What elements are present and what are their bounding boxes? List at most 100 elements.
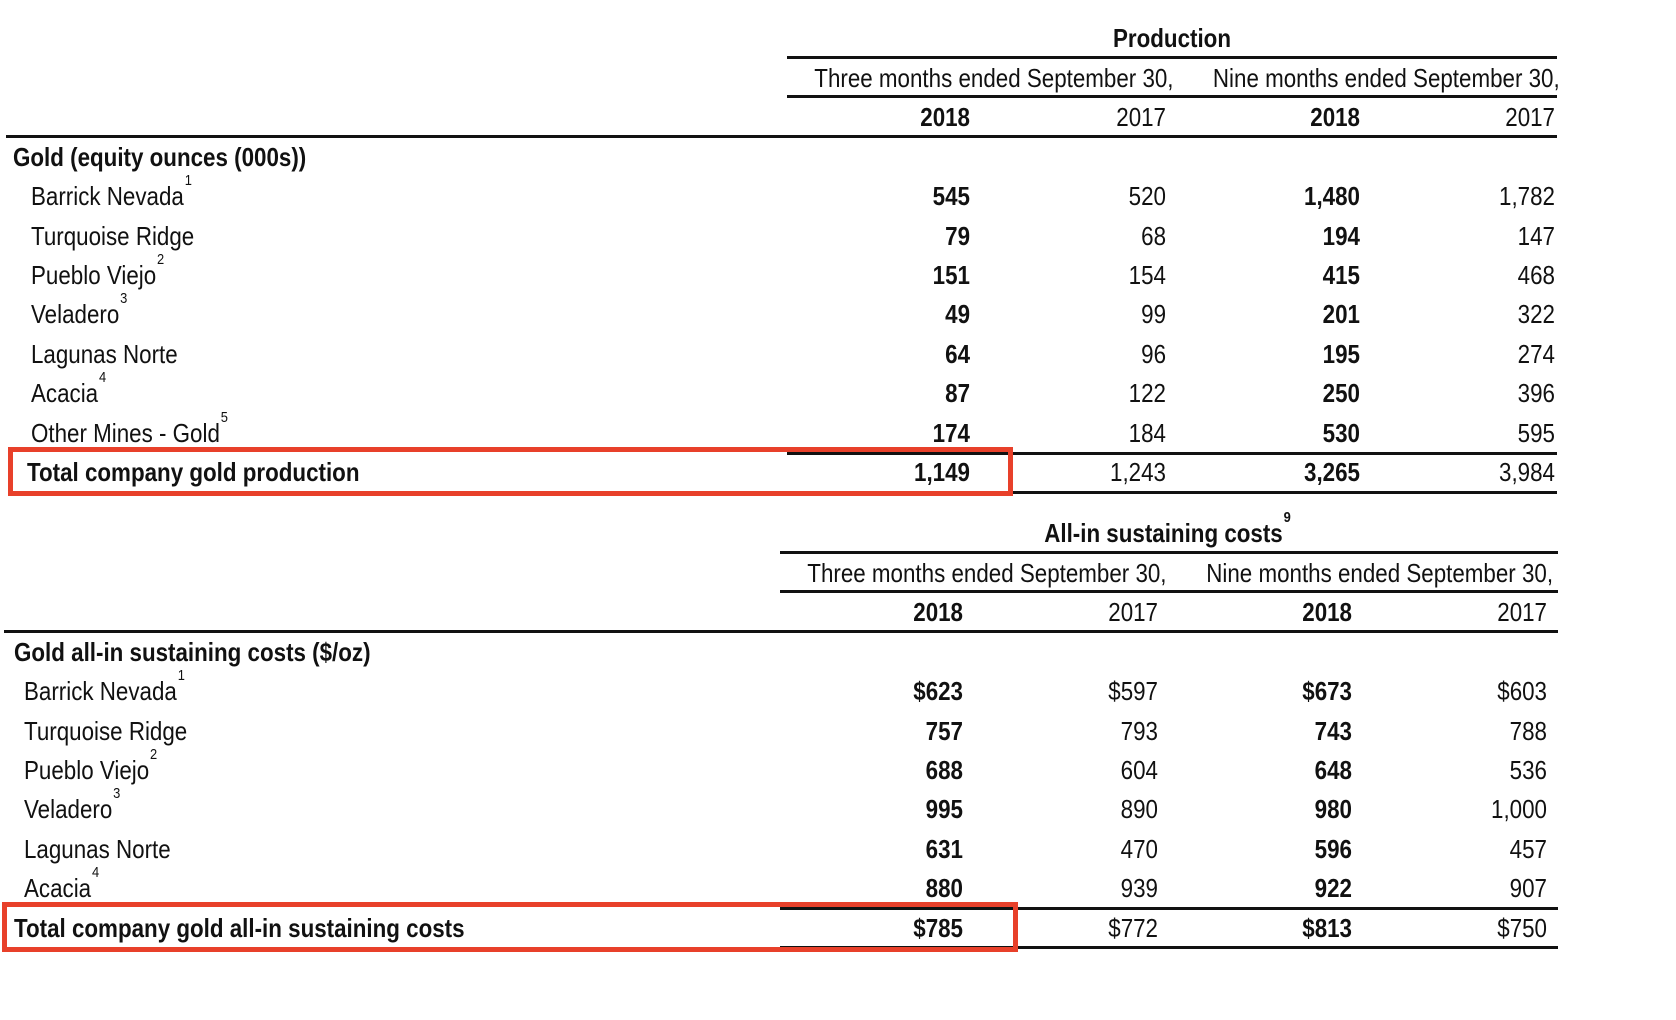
cell-ytd-2017: 595 — [1517, 418, 1555, 448]
cell-q3-2017: 122 — [1128, 378, 1166, 408]
total-label: Total company gold all-in sustaining cos… — [14, 913, 465, 943]
footnote-marker: 1 — [177, 667, 185, 684]
cell-q3-2017: 939 — [1120, 873, 1158, 903]
row-label: Acacia4 — [24, 864, 100, 903]
cell-q3-2018: 995 — [925, 794, 963, 824]
cell-ytd-2017: 457 — [1509, 834, 1547, 864]
row-label: Turquoise Ridge — [31, 221, 195, 251]
cell-q3-2018: 688 — [925, 755, 963, 785]
row-label: Acacia4 — [31, 369, 107, 408]
col-year-2017-q3: 2017 — [1116, 102, 1166, 132]
cell-ytd-2017: 468 — [1517, 260, 1555, 290]
cell-q3-2018: 79 — [945, 221, 970, 251]
footnote-marker: 4 — [91, 864, 100, 881]
rule — [787, 95, 1557, 98]
total-ytd-2017: $750 — [1497, 913, 1547, 943]
rule — [780, 907, 1558, 910]
cell-ytd-2018: 530 — [1322, 418, 1360, 448]
cell-ytd-2017: 1,000 — [1491, 794, 1547, 824]
total-q3-2017: 1,243 — [1110, 457, 1166, 487]
total-ytd-2017: 3,984 — [1499, 457, 1555, 487]
cell-q3-2018: 87 — [945, 378, 970, 408]
production-title: Production — [1112, 23, 1232, 53]
row-label: Barrick Nevada1 — [31, 172, 192, 211]
cell-q3-2017: 793 — [1120, 716, 1158, 746]
rule — [6, 135, 1557, 138]
cell-ytd-2018: 922 — [1314, 873, 1352, 903]
total-q3-2018: $785 — [913, 913, 963, 943]
row-label: Pueblo Viejo2 — [31, 251, 165, 290]
footnote-marker: 4 — [98, 369, 107, 386]
row-label: Lagunas Norte — [24, 834, 171, 864]
cell-ytd-2017: 788 — [1509, 716, 1547, 746]
cell-ytd-2017: 322 — [1517, 299, 1555, 329]
col-year-2018-q3: 2018 — [920, 102, 970, 132]
col-year-2018-ytd: 2018 — [1310, 102, 1360, 132]
footnote-marker: 9 — [1283, 509, 1291, 526]
footnote-marker: 5 — [220, 409, 228, 426]
cell-q3-2017: 99 — [1141, 299, 1166, 329]
cell-ytd-2017: 147 — [1517, 221, 1555, 251]
rule — [787, 491, 1557, 494]
row-label: Other Mines - Gold5 — [31, 409, 228, 448]
cell-q3-2018: 880 — [925, 873, 963, 903]
col-year-2017-ytd: 2017 — [1505, 102, 1555, 132]
row-label: Veladero3 — [31, 290, 128, 329]
cell-ytd-2018: 195 — [1322, 339, 1360, 369]
row-label: Pueblo Viejo2 — [24, 746, 158, 785]
col-year-2018-q3: 2018 — [913, 597, 963, 627]
row-label: Veladero3 — [24, 785, 121, 824]
rule — [780, 551, 1558, 554]
cell-ytd-2018: 648 — [1314, 755, 1352, 785]
col-year-2017-q3: 2017 — [1108, 597, 1158, 627]
cell-q3-2018: 174 — [932, 418, 970, 448]
cell-q3-2017: 96 — [1141, 339, 1166, 369]
cell-q3-2018: 631 — [925, 834, 963, 864]
section-label: Gold all-in sustaining costs ($/oz) — [14, 637, 371, 667]
cell-ytd-2017: 274 — [1517, 339, 1555, 369]
highlight-box — [8, 447, 1013, 496]
total-label: Total company gold production — [27, 457, 360, 487]
footnote-marker: 2 — [150, 746, 158, 763]
footnote-marker: 3 — [113, 785, 121, 802]
cell-ytd-2018: 415 — [1322, 260, 1360, 290]
cell-q3-2017: $597 — [1108, 676, 1158, 706]
cell-ytd-2017: 907 — [1509, 873, 1547, 903]
row-label: Lagunas Norte — [31, 339, 178, 369]
cell-ytd-2018: 201 — [1322, 299, 1360, 329]
cell-q3-2018: 49 — [945, 299, 970, 329]
rule — [4, 630, 1558, 633]
cell-ytd-2018: 1,480 — [1304, 181, 1360, 211]
footnote-marker: 3 — [120, 290, 128, 307]
cell-q3-2018: 64 — [945, 339, 970, 369]
row-label: Turquoise Ridge — [24, 716, 188, 746]
total-ytd-2018: 3,265 — [1304, 457, 1360, 487]
cell-ytd-2018: 250 — [1322, 378, 1360, 408]
total-ytd-2018: $813 — [1302, 913, 1352, 943]
highlight-box — [2, 902, 1018, 952]
row-label: Barrick Nevada1 — [24, 667, 185, 706]
period-nine-months: Nine months ended September 30, — [1212, 63, 1560, 93]
cell-ytd-2018: 596 — [1314, 834, 1352, 864]
cell-ytd-2017: $603 — [1497, 676, 1547, 706]
section-label: Gold (equity ounces (000s)) — [13, 142, 307, 172]
footnote-marker: 2 — [157, 251, 165, 268]
cell-ytd-2017: 536 — [1509, 755, 1547, 785]
cell-q3-2017: 604 — [1120, 755, 1158, 785]
cell-q3-2017: 890 — [1120, 794, 1158, 824]
total-q3-2017: $772 — [1108, 913, 1158, 943]
footnote-marker: 1 — [184, 172, 192, 189]
total-q3-2018: 1,149 — [914, 457, 970, 487]
period-three-months: Three months ended September 30, — [807, 558, 1167, 588]
cell-ytd-2017: 396 — [1517, 378, 1555, 408]
rule — [780, 946, 1558, 949]
cell-q3-2017: 154 — [1128, 260, 1166, 290]
cell-q3-2018: 545 — [932, 181, 970, 211]
cell-q3-2017: 520 — [1128, 181, 1166, 211]
rule — [787, 56, 1557, 59]
period-three-months: Three months ended September 30, — [814, 63, 1174, 93]
cell-q3-2018: $623 — [913, 676, 963, 706]
cell-ytd-2018: 194 — [1322, 221, 1360, 251]
cell-ytd-2018: 743 — [1314, 716, 1352, 746]
